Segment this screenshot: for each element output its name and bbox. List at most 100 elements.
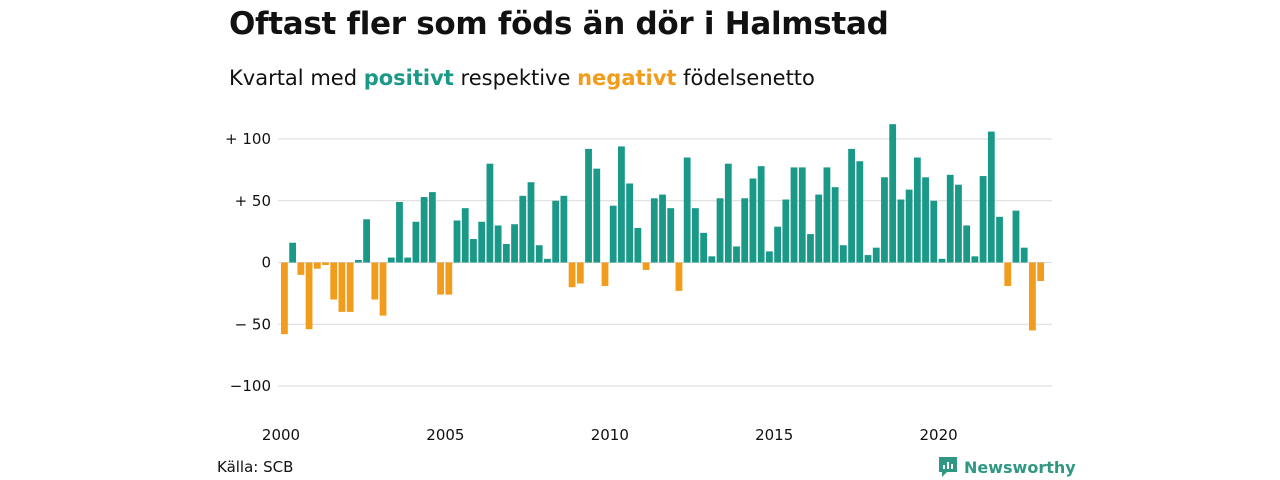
bar (585, 148, 592, 263)
bar (511, 224, 518, 263)
bar (946, 174, 954, 263)
bar (576, 262, 584, 284)
chart-subtitle: Kvartal med positivt respektive negativt… (229, 66, 815, 90)
bar (634, 227, 642, 263)
bar (519, 195, 527, 263)
bar (971, 256, 979, 263)
subtitle-positive: positivt (363, 66, 454, 90)
bar (979, 176, 987, 263)
bar (774, 226, 781, 263)
subtitle-middle: respektive (460, 66, 571, 90)
chart-title: Oftast fler som föds än dör i Halmstad (229, 6, 889, 42)
y-tick-label: + 100 (225, 130, 271, 148)
bar (322, 262, 329, 265)
bar (412, 221, 420, 263)
bar (864, 255, 872, 263)
bar (692, 208, 699, 263)
bar (1020, 247, 1028, 263)
bar (428, 192, 436, 263)
bar (848, 148, 855, 263)
bar (741, 198, 749, 263)
bar (535, 245, 543, 263)
bar (593, 168, 601, 263)
bar (996, 216, 1003, 263)
bar (445, 262, 453, 295)
bar (700, 232, 708, 263)
bar (872, 247, 880, 263)
y-tick-label: − 50 (235, 315, 271, 333)
bar (502, 243, 510, 263)
bar (823, 167, 831, 263)
bar (626, 183, 634, 263)
y-axis-ticks: + 100 + 50 0 − 50 −100 (225, 130, 271, 395)
bar (420, 197, 428, 263)
bar (987, 131, 995, 263)
subtitle-before: Kvartal med (229, 66, 358, 90)
bar (955, 184, 962, 263)
y-tick-label: −100 (230, 377, 271, 395)
x-tick-label: 2010 (591, 426, 629, 444)
x-tick-label: 2015 (755, 426, 793, 444)
bar (1029, 262, 1036, 331)
bar (650, 198, 658, 263)
bar (478, 221, 486, 263)
bar (733, 246, 740, 263)
bar (568, 262, 576, 288)
bar (815, 194, 823, 263)
bar (486, 163, 494, 263)
bar (371, 262, 379, 300)
bar (897, 199, 905, 263)
bar (675, 262, 683, 291)
bar (1004, 262, 1012, 286)
bar (807, 234, 814, 263)
bar (1012, 210, 1020, 263)
bar (544, 258, 551, 263)
bar (379, 262, 387, 316)
bar (363, 219, 370, 263)
bar (338, 262, 346, 312)
bar (856, 161, 864, 263)
newsworthy-logo-icon (939, 457, 957, 477)
bar (881, 177, 888, 263)
bar (905, 189, 913, 263)
bar (667, 208, 675, 263)
bar (437, 262, 444, 295)
bar (470, 239, 477, 263)
x-tick-label: 2005 (426, 426, 464, 444)
bar (346, 262, 354, 312)
bar (922, 177, 929, 263)
brand-logo[interactable]: Newsworthy (938, 456, 1076, 478)
bar (453, 220, 461, 263)
bar (387, 257, 395, 263)
bar (913, 157, 921, 263)
bars (281, 124, 1045, 335)
bar (297, 262, 305, 275)
bar (618, 146, 625, 263)
bar (659, 194, 666, 263)
bar (560, 195, 568, 263)
brand-name: Newsworthy (964, 457, 1076, 477)
bar (839, 245, 847, 263)
bar (289, 242, 297, 263)
y-tick-label: 0 (261, 254, 271, 272)
source-note: Källa: SCB (217, 458, 294, 476)
bar (609, 205, 617, 263)
bar (552, 200, 560, 263)
x-axis-ticks: 2000 2005 2010 2015 2020 (262, 426, 958, 444)
bar (963, 225, 971, 263)
bar (765, 251, 773, 263)
x-tick-label: 2020 (920, 426, 958, 444)
bar (749, 178, 757, 263)
subtitle-after: födelsenetto (683, 66, 815, 90)
bar (396, 201, 403, 263)
bar (305, 262, 313, 330)
bar (930, 200, 938, 263)
bar (404, 257, 412, 263)
bar (724, 163, 732, 263)
y-tick-label: + 50 (235, 192, 271, 210)
bar (1037, 262, 1045, 282)
bar (716, 198, 724, 263)
bar (330, 262, 338, 300)
bar (313, 262, 321, 269)
